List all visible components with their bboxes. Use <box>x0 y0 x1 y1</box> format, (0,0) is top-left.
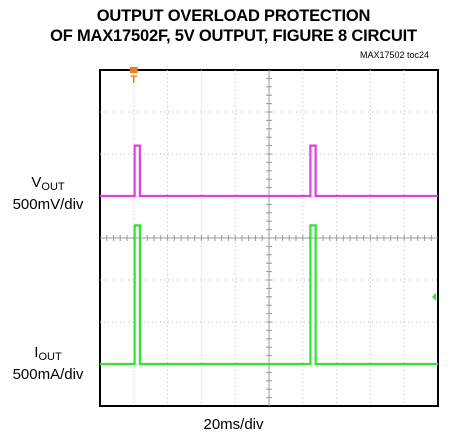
x-axis-scale-label: 20ms/div <box>203 416 264 433</box>
channel-label-vout: VOUT 500mV/div <box>4 174 92 214</box>
chart-title-line2: OF MAX17502F, 5V OUTPUT, FIGURE 8 CIRCUI… <box>50 27 417 45</box>
iout-name: IOUT <box>34 344 62 363</box>
vout-scale: 500mV/div <box>12 196 84 213</box>
vout-name: VOUT <box>31 174 65 193</box>
traces <box>100 144 438 366</box>
trigger-marker-label: T <box>130 74 137 86</box>
trace-iout <box>100 224 438 366</box>
trigger-marker-icon <box>129 67 138 73</box>
markers: T <box>129 67 436 301</box>
iout-scale: 500mA/div <box>12 366 84 383</box>
channel-label-iout: IOUT 500mA/div <box>4 344 92 384</box>
ground-marker-icon <box>432 292 436 301</box>
trace-vout <box>100 144 438 198</box>
chart-title-line1: OUTPUT OVERLOAD PROTECTION <box>96 7 371 25</box>
figure-reference: MAX17502 toc24 <box>359 50 429 60</box>
